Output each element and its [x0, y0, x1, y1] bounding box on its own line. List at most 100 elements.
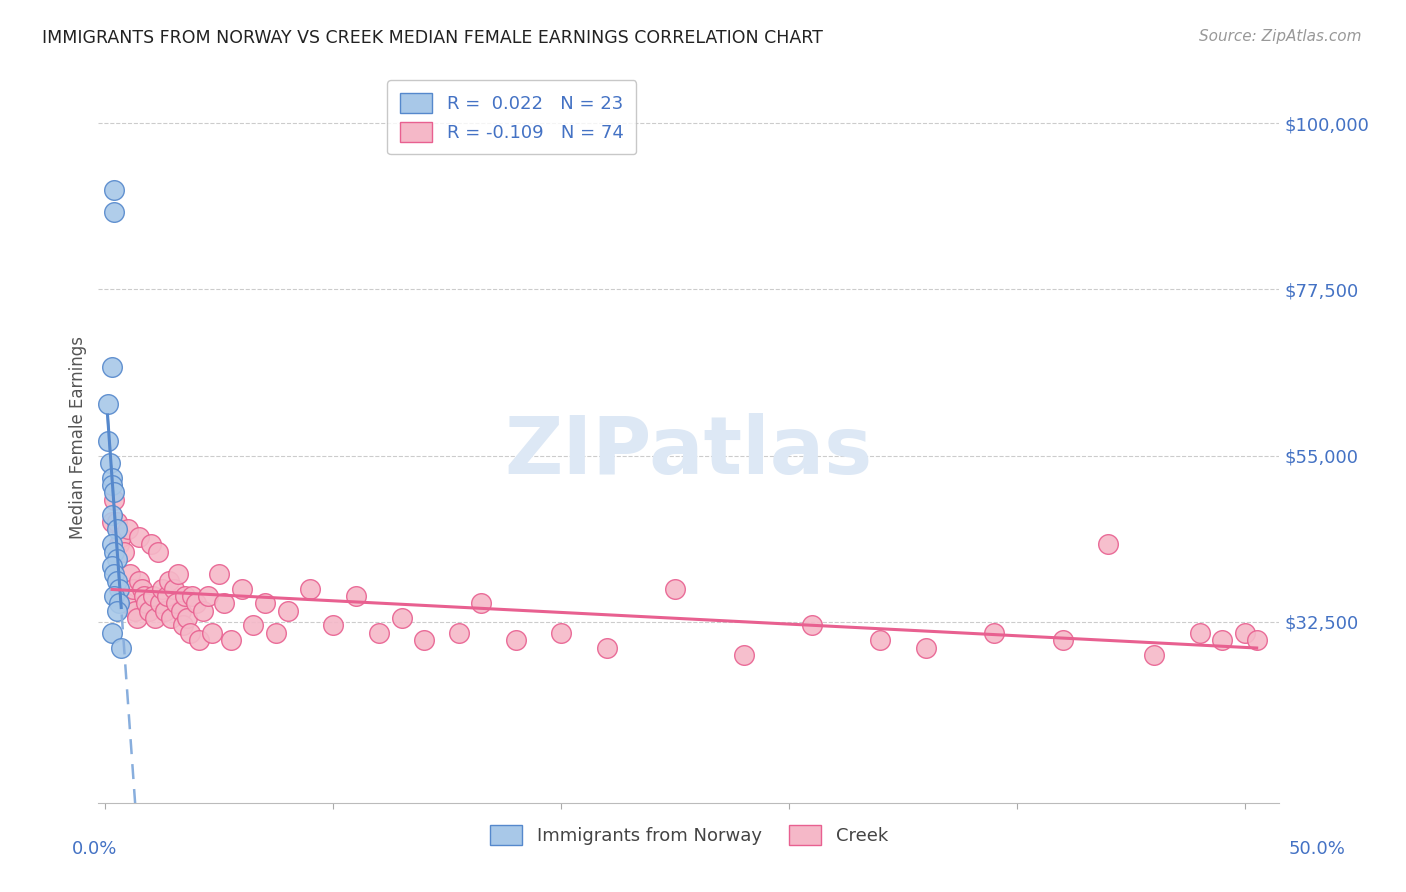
Point [128, 530, 150, 544]
Point [103, 544, 125, 558]
Point [114, 596, 136, 610]
Point [172, 618, 194, 632]
Point [344, 589, 367, 603]
Point [160, 611, 183, 625]
Point [447, 625, 470, 640]
Point [550, 625, 572, 640]
Point [103, 566, 125, 581]
Text: 50.0%: 50.0% [1289, 840, 1346, 858]
Point [96, 434, 118, 448]
Point [103, 492, 125, 507]
Point [983, 625, 1005, 640]
Y-axis label: Median Female Earnings: Median Female Earnings [69, 335, 87, 539]
Point [110, 530, 132, 544]
Point [101, 537, 124, 551]
Text: Source: ZipAtlas.com: Source: ZipAtlas.com [1198, 29, 1361, 44]
Point [103, 204, 125, 219]
Point [169, 604, 191, 618]
Point [105, 523, 128, 537]
Point [367, 625, 389, 640]
Point [153, 604, 176, 618]
Point [596, 640, 619, 655]
Point [413, 633, 436, 648]
Point [470, 596, 492, 610]
Point [127, 611, 149, 625]
Point [101, 478, 124, 492]
Point [869, 633, 891, 648]
Point [108, 582, 131, 596]
Point [299, 582, 322, 596]
Point [915, 640, 938, 655]
Point [391, 611, 413, 625]
Point [117, 523, 139, 537]
Point [801, 618, 824, 632]
Point [186, 596, 208, 610]
Point [105, 574, 128, 589]
Text: IMMIGRANTS FROM NORWAY VS CREEK MEDIAN FEMALE EARNINGS CORRELATION CHART: IMMIGRANTS FROM NORWAY VS CREEK MEDIAN F… [42, 29, 823, 46]
Point [180, 589, 202, 603]
Point [165, 596, 187, 610]
Point [219, 633, 242, 648]
Point [110, 640, 132, 655]
Point [167, 566, 190, 581]
Point [101, 359, 124, 374]
Point [231, 582, 253, 596]
Point [174, 589, 197, 603]
Point [105, 604, 128, 618]
Point [103, 183, 125, 197]
Legend: Immigrants from Norway, Creek: Immigrants from Norway, Creek [482, 818, 896, 852]
Point [105, 552, 128, 566]
Point [96, 397, 118, 411]
Point [101, 559, 124, 574]
Point [1211, 633, 1233, 648]
Point [179, 625, 201, 640]
Point [505, 633, 527, 648]
Point [131, 582, 153, 596]
Point [264, 625, 287, 640]
Point [176, 611, 198, 625]
Point [108, 596, 131, 610]
Point [138, 604, 160, 618]
Point [1246, 633, 1268, 648]
Point [733, 648, 755, 662]
Point [277, 604, 299, 618]
Point [135, 596, 157, 610]
Point [197, 589, 219, 603]
Point [108, 537, 131, 551]
Point [101, 508, 124, 522]
Point [157, 574, 180, 589]
Point [322, 618, 344, 632]
Point [120, 566, 142, 581]
Point [146, 544, 169, 558]
Point [124, 604, 146, 618]
Point [128, 574, 150, 589]
Text: ZIPatlas: ZIPatlas [505, 413, 873, 491]
Point [212, 596, 235, 610]
Point [101, 515, 124, 529]
Point [150, 582, 173, 596]
Point [156, 589, 179, 603]
Point [1052, 633, 1074, 648]
Point [105, 515, 128, 529]
Point [1143, 648, 1166, 662]
Point [101, 625, 124, 640]
Point [98, 456, 121, 470]
Point [101, 471, 124, 485]
Text: 0.0%: 0.0% [72, 840, 117, 858]
Point [132, 589, 155, 603]
Point [149, 596, 172, 610]
Point [193, 604, 215, 618]
Point [1234, 625, 1257, 640]
Point [187, 633, 209, 648]
Point [253, 596, 276, 610]
Point [145, 611, 167, 625]
Point [664, 582, 686, 596]
Point [112, 544, 135, 558]
Point [201, 625, 224, 640]
Point [163, 582, 186, 596]
Point [103, 589, 125, 603]
Point [139, 537, 162, 551]
Point [121, 582, 143, 596]
Point [1097, 537, 1119, 551]
Point [242, 618, 264, 632]
